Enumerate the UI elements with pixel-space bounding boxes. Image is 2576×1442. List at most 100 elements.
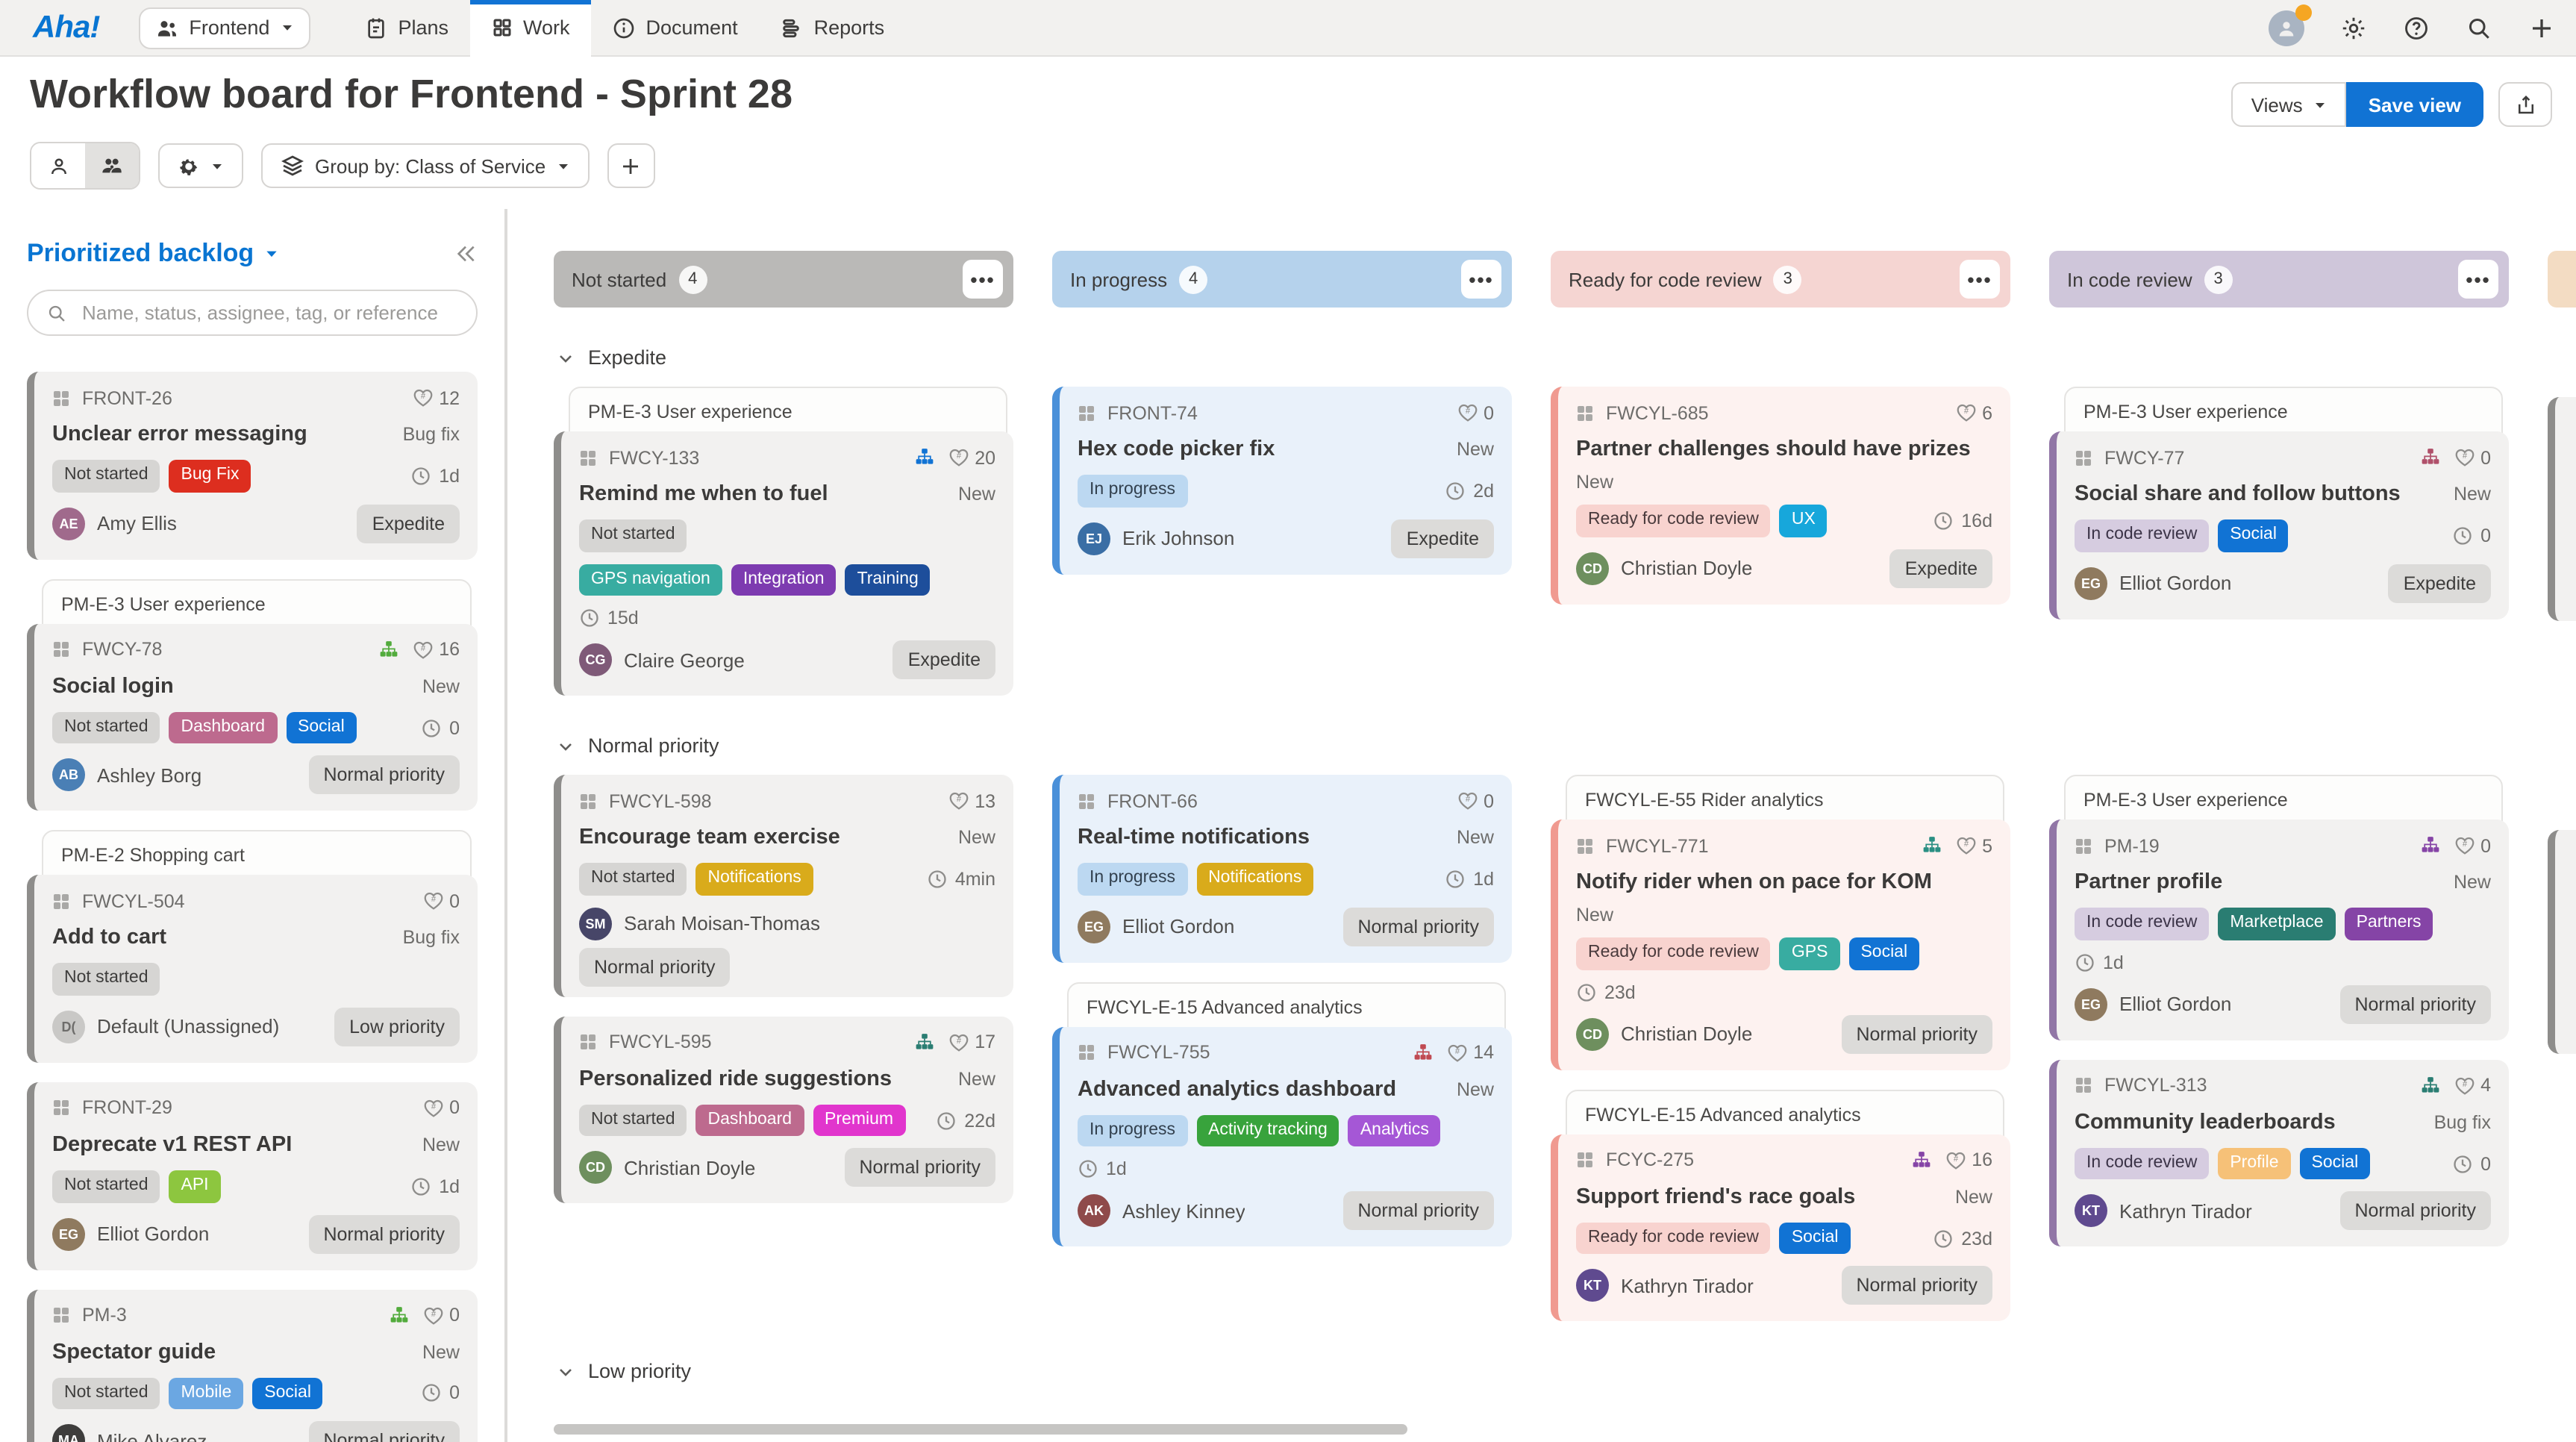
priority-badge: Expedite xyxy=(1889,549,1992,588)
workflow-board: Not started 4 ••• In progress 4 ••• Ready for … xyxy=(507,0,2576,1442)
tag-badge: Social xyxy=(2299,1147,2371,1180)
svg-text:#: # xyxy=(2463,840,2468,849)
share-button[interactable] xyxy=(2498,82,2552,127)
nav-tab-document[interactable]: Document xyxy=(591,0,759,56)
column-menu-button[interactable]: ••• xyxy=(1461,260,1501,299)
score-heart-icon: # xyxy=(1457,402,1479,424)
settings-gear-icon[interactable] xyxy=(2340,14,2367,41)
priority-badge: Normal priority xyxy=(308,1421,460,1442)
tag-badge: Social xyxy=(2218,519,2289,552)
swimlane-header[interactable]: Low priority xyxy=(557,1361,2576,1383)
card-score: #6 xyxy=(1955,402,1992,424)
nav-tab-reports[interactable]: Reports xyxy=(759,0,906,56)
card-title: Hex code picker fix xyxy=(1078,437,1275,461)
assignee-avatar: AB xyxy=(52,758,85,792)
card-header-row: FCYC-275 #16 xyxy=(1576,1149,1992,1172)
card-title: Spectator guide xyxy=(52,1340,216,1364)
card-FWCYL-313[interactable]: FWCYL-313 #4 Community leaderboards Bug fix… xyxy=(2049,1059,2509,1247)
card-score: #5 xyxy=(1955,834,1992,857)
swimlane-header[interactable]: Expedite xyxy=(557,346,2576,369)
card-FRONT-74[interactable]: FRONT-74 #0 Hex code picker fix New In progr… xyxy=(1052,387,1512,575)
save-view-button[interactable]: Save view xyxy=(2345,82,2483,127)
feature-icon xyxy=(579,1034,597,1052)
backlog-search[interactable] xyxy=(27,290,478,336)
card-title-row: Notify rider when on pace for KOM xyxy=(1576,869,1992,896)
chevron-down-icon[interactable] xyxy=(557,349,575,366)
column-menu-button[interactable]: ••• xyxy=(2458,260,2498,299)
card-FWCYL-771[interactable]: FWCYL-771 #5 Notify rider when on pace for… xyxy=(1551,820,2010,1070)
card-footer-row: SM Sarah Moisan-Thomas xyxy=(579,907,995,940)
search-icon[interactable] xyxy=(2466,14,2492,41)
priority-badge: Normal priority xyxy=(844,1148,995,1187)
status-badge: Not started xyxy=(579,519,687,552)
record-type: New xyxy=(1456,439,1494,460)
card-FRONT-26[interactable]: FRONT-26 #12 Unclear error messaging Bug fi… xyxy=(27,372,478,560)
board-cell: FWCYL-E-55 Rider analytics FWCYL-771 #5 Not… xyxy=(1551,775,2010,1322)
column-header-label: Ready for code review xyxy=(1569,268,1762,290)
add-column-button[interactable] xyxy=(607,143,655,188)
my-work-toggle[interactable] xyxy=(31,143,85,188)
board-settings-button[interactable] xyxy=(158,143,243,188)
card-header-row: FWCYL-771 #5 xyxy=(1576,834,1992,857)
card-FWCY-77[interactable]: FWCY-77 #0 Social share and follow buttons… xyxy=(2049,431,2509,619)
card-header-row: FWCYL-755 #14 xyxy=(1078,1042,1494,1064)
card-FCYC-275[interactable]: FCYC-275 #16 Support friend's race goals Ne… xyxy=(1551,1134,2010,1322)
feature-icon xyxy=(579,449,597,466)
card-FWCYL-755[interactable]: FWCYL-755 #14 Advanced analytics dashboard… xyxy=(1052,1026,1512,1247)
card-FWCYL-595[interactable]: FWCYL-595 #17 Personalized ride suggestion… xyxy=(554,1016,1013,1204)
card-FWCY-133[interactable]: FWCY-133 #20 Remind me when to fuel New Not … xyxy=(554,431,1013,696)
card-FRONT-29[interactable]: FRONT-29 #0 Deprecate v1 REST API New Not st… xyxy=(27,1082,478,1270)
card-title-row: Social share and follow buttons New xyxy=(2075,481,2491,508)
help-icon[interactable] xyxy=(2403,14,2430,41)
priority-badge: Normal priority xyxy=(1342,907,1494,946)
card-group: FWCYL-E-55 Rider analytics FWCYL-771 #5 Not… xyxy=(1551,775,2010,1070)
horizontal-scrollbar[interactable] xyxy=(554,1424,1407,1435)
clock-icon xyxy=(1078,1159,1098,1180)
views-button[interactable]: Views xyxy=(2231,82,2346,127)
swimlane-label: Normal priority xyxy=(588,734,719,758)
column-header: Ready for code review 3 ••• xyxy=(1551,251,2010,308)
card-title-row: Spectator guide New xyxy=(52,1338,460,1365)
card-FRONT-66[interactable]: FRONT-66 #0 Real-time notifications New In p… xyxy=(1052,775,1512,963)
backlog-selector[interactable]: Prioritized backlog xyxy=(27,239,279,269)
clock-icon xyxy=(2452,525,2473,546)
workspace-switcher[interactable]: Frontend xyxy=(138,7,310,49)
card-title: Encourage team exercise xyxy=(579,825,840,850)
create-plus-icon[interactable] xyxy=(2528,14,2555,41)
column-menu-button[interactable]: ••• xyxy=(963,260,1003,299)
tag-badge: Social xyxy=(252,1377,323,1410)
column-count: 3 xyxy=(2204,265,2233,293)
card-title: Unclear error messaging xyxy=(52,422,307,446)
group-by-button[interactable]: Group by: Class of Service xyxy=(261,143,590,188)
backlog-search-input[interactable] xyxy=(79,300,458,325)
card-footer-row: MA Mike Alvarez Normal priority xyxy=(52,1421,460,1442)
card-FWCYL-598[interactable]: FWCYL-598 #13 Encourage team exercise New No… xyxy=(554,775,1013,997)
swimlane-header[interactable]: Normal priority xyxy=(557,734,2576,757)
collapse-sidebar-icon[interactable] xyxy=(454,242,478,266)
score-heart-icon: # xyxy=(2454,1075,2476,1097)
nav-tab-plans[interactable]: Plans xyxy=(343,0,469,56)
card-badges-row: In progress Activity tracking Analytics xyxy=(1078,1114,1494,1147)
card-header-row: FWCYL-504 #0 xyxy=(52,890,460,913)
team-work-toggle[interactable] xyxy=(85,143,139,188)
assignee-name: Sarah Moisan-Thomas xyxy=(624,912,820,935)
column-menu-button[interactable]: ••• xyxy=(1960,260,2000,299)
card-FWCYL-685[interactable]: FWCYL-685 #6 Partner challenges should hav… xyxy=(1551,387,2010,605)
card-PM-19[interactable]: PM-19 #0 Partner profile New In code review M… xyxy=(2049,820,2509,1040)
column-headers: Not started 4 ••• In progress 4 ••• Ready for … xyxy=(554,251,2576,308)
board-cell: PM-E-3 User experience FWCY-77 #0 Social sh… xyxy=(2049,387,2509,619)
card-time: 1d xyxy=(1078,1159,1494,1180)
card-time: 0 xyxy=(421,1383,460,1404)
assignee-name: Elliot Gordon xyxy=(97,1223,210,1245)
priority-badge: Normal priority xyxy=(308,1214,460,1253)
chevron-down-icon[interactable] xyxy=(557,1363,575,1381)
nav-tab-work[interactable]: Work xyxy=(469,0,592,56)
card-FWCY-78[interactable]: FWCY-78 #16 Social login New Not started Dash… xyxy=(27,623,478,811)
assignee-avatar: MA xyxy=(52,1424,85,1442)
tag-badge: Partners xyxy=(2344,908,2433,940)
card-PM-3[interactable]: PM-3 #0 Spectator guide New Not started Mobil… xyxy=(27,1289,478,1442)
chevron-down-icon[interactable] xyxy=(557,737,575,755)
card-FWCYL-504[interactable]: FWCYL-504 #0 Add to cart Bug fix Not started… xyxy=(27,875,478,1063)
aha-logo[interactable]: Aha! xyxy=(33,10,100,44)
user-avatar[interactable] xyxy=(2269,4,2312,46)
